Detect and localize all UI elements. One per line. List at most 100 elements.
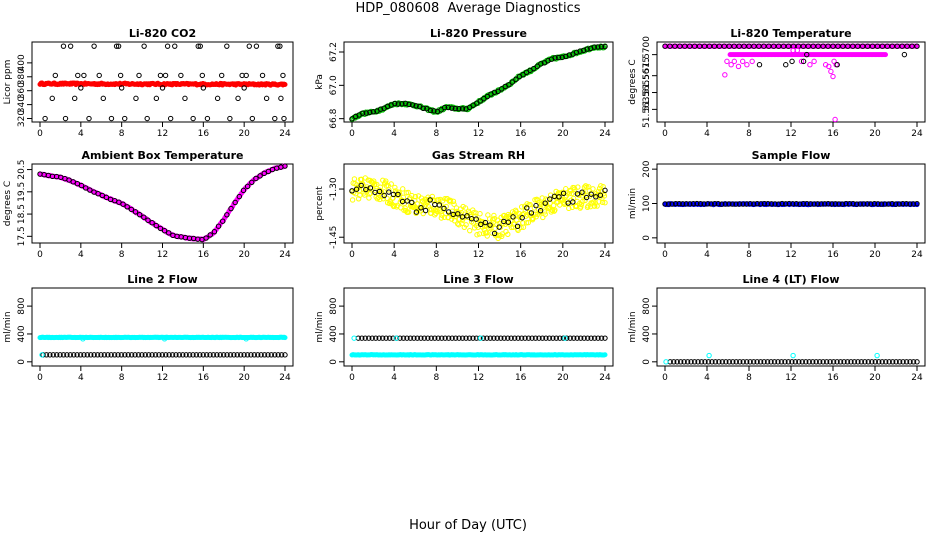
data-point: [869, 43, 876, 49]
data-point: [442, 195, 448, 202]
data-point: [478, 221, 484, 228]
data-point: [472, 213, 478, 219]
y-tick-label: 400: [17, 325, 27, 342]
data-point: [706, 352, 712, 359]
data-point: [505, 219, 512, 225]
data-point: [749, 58, 755, 65]
y-tick-label: 200: [642, 160, 652, 177]
data-point: [721, 43, 727, 49]
data-point: [52, 72, 59, 79]
y-tick-label: 51.5675: [642, 57, 652, 94]
data-point: [381, 192, 387, 199]
y-tick-label: 800: [17, 297, 27, 314]
data-point: [597, 192, 604, 198]
x-tick-label: 24: [279, 373, 291, 383]
data-point: [257, 173, 263, 179]
data-point: [363, 110, 369, 116]
data-point: [840, 43, 846, 49]
x-tick-label: 8: [746, 129, 752, 139]
data-point: [67, 43, 74, 49]
data-point: [506, 82, 512, 88]
data-point: [441, 104, 448, 111]
data-point: [349, 197, 356, 203]
panel-pressure: Li-820 Pressure 0 4 8 12 16 20 24 66.8 67.0 67.2 kP…: [315, 27, 614, 139]
data-point: [386, 189, 392, 195]
y-tick-label: -1.30: [329, 177, 339, 201]
data-point: [592, 203, 598, 209]
data-point: [491, 212, 497, 219]
data-point: [394, 202, 400, 209]
x-tick-label: 4: [391, 129, 397, 139]
panel-line3: Line 3 Flow 0 4 8 12 16 20 24 0 400 800 ml/min: [315, 273, 614, 383]
data-point: [566, 52, 573, 58]
data-point: [86, 115, 92, 122]
series-pressure-main: [349, 43, 608, 123]
data-point: [178, 72, 184, 79]
data-point: [372, 181, 378, 188]
x-tick-label: 12: [785, 373, 796, 383]
y-tick-label: 0: [642, 359, 652, 365]
data-point: [756, 62, 763, 68]
panel-title: Line 3 Flow: [443, 273, 513, 286]
data-point: [537, 208, 544, 214]
x-tick-label: 20: [238, 250, 250, 260]
data-point: [771, 43, 777, 49]
data-point: [736, 43, 742, 49]
data-point: [263, 95, 270, 102]
series-co2-main: [37, 80, 288, 88]
data-point: [761, 43, 767, 49]
x-tick-label: 24: [599, 373, 611, 383]
data-point: [243, 72, 249, 79]
x-tick-label: 4: [78, 250, 84, 260]
data-point: [491, 215, 498, 222]
data-point: [462, 205, 469, 211]
data-point: [265, 168, 272, 175]
data-point: [456, 106, 462, 112]
y-tick-label: 66.8: [329, 108, 339, 128]
data-point: [731, 43, 737, 49]
data-point: [197, 43, 203, 49]
data-point: [115, 43, 122, 49]
data-point: [367, 109, 373, 116]
data-point: [157, 72, 164, 79]
y-axis-label: percent: [315, 186, 325, 221]
x-tick-label: 8: [746, 373, 752, 383]
data-point: [172, 43, 178, 49]
data-point: [153, 222, 159, 229]
data-point: [349, 188, 355, 194]
data-point: [574, 191, 581, 197]
data-point: [227, 115, 233, 122]
data-point: [128, 206, 135, 213]
data-point: [602, 43, 608, 50]
x-tick-label: 16: [198, 129, 210, 139]
x-tick-label: 4: [78, 373, 84, 383]
data-point: [241, 85, 247, 91]
data-point: [582, 197, 588, 204]
data-point: [82, 185, 89, 191]
data-point: [363, 186, 369, 193]
data-point: [449, 105, 455, 111]
data-point: [474, 232, 480, 238]
data-point: [244, 183, 251, 190]
data-point: [153, 95, 160, 102]
data-point: [240, 187, 247, 194]
data-point: [78, 85, 84, 91]
data-point: [579, 198, 586, 205]
data-point: [585, 184, 592, 190]
x-tick-label: 4: [78, 129, 84, 139]
data-point: [789, 58, 795, 65]
data-point: [182, 95, 188, 102]
data-point: [542, 200, 548, 206]
data-point: [42, 115, 48, 122]
series-temp-mid-band: [727, 52, 888, 58]
data-point: [219, 72, 225, 79]
data-point: [445, 209, 452, 215]
data-point: [413, 209, 420, 215]
x-tick-label: 16: [515, 129, 527, 139]
data-point: [783, 62, 789, 68]
data-point: [874, 352, 880, 359]
data-point: [552, 55, 558, 61]
series-co2-mid: [49, 85, 284, 102]
data-point: [566, 205, 572, 212]
data-point: [477, 98, 483, 104]
